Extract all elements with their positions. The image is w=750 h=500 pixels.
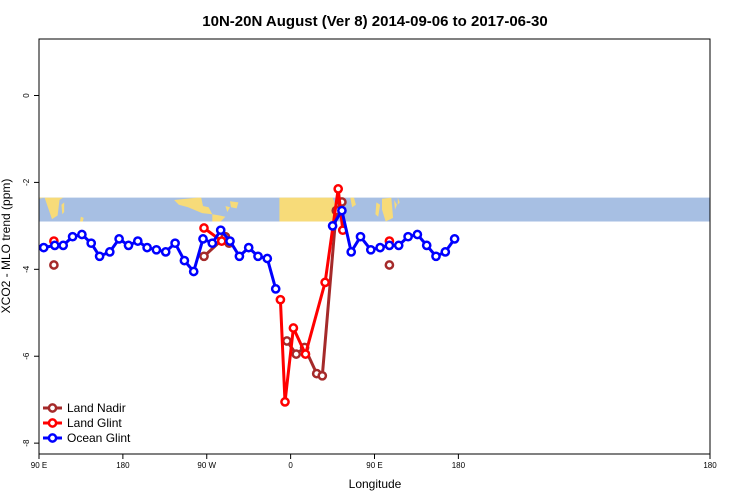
map-land-4 [212, 214, 226, 222]
data-point [365, 244, 376, 255]
data-point [337, 205, 347, 216]
map-land-9 [350, 197, 356, 208]
y-tick-label: -8 [22, 439, 31, 447]
map-land-11 [382, 197, 394, 222]
map-land-13 [397, 197, 400, 205]
data-point [77, 229, 87, 240]
y-tick-label: -2 [22, 178, 31, 186]
data-point [58, 240, 69, 251]
x-axis: 90 E 180 90 W 0 90 E 180 180 [31, 454, 717, 470]
map-land-1 [61, 202, 65, 215]
map-land-10 [375, 202, 381, 217]
data-point [67, 231, 78, 242]
x-tick-label: 180 [703, 461, 717, 470]
data-point [86, 238, 97, 249]
data-point [225, 236, 235, 246]
y-tick-label: -6 [22, 352, 31, 360]
y-axis-label: XCO2 - MLO trend (ppm) [0, 179, 13, 314]
data-point [38, 242, 49, 253]
plot-frame [38, 38, 711, 455]
data-point [421, 240, 432, 251]
plot-series [38, 184, 460, 407]
map-band [39, 197, 710, 222]
data-point [198, 234, 208, 244]
legend-swatch-marker [47, 433, 58, 443]
data-point [300, 349, 311, 359]
x-tick-label: 90 E [366, 461, 382, 470]
y-axis: 0 -2 -4 -6 -8 [22, 93, 39, 447]
data-point [170, 238, 180, 249]
data-point [243, 242, 254, 253]
data-point [123, 240, 134, 251]
data-point [333, 184, 344, 194]
map-land-8 [324, 209, 331, 217]
map-land-7 [279, 197, 338, 222]
series-ocean-glint [38, 205, 460, 294]
data-point [199, 251, 209, 262]
data-point [49, 260, 59, 270]
data-point [384, 260, 395, 270]
data-point [440, 247, 451, 257]
data-point [403, 231, 413, 242]
data-point [188, 266, 199, 277]
data-point [216, 236, 227, 246]
data-point [346, 247, 357, 257]
map-land-0 [39, 197, 64, 220]
data-point [270, 284, 281, 294]
data-point [151, 244, 162, 255]
data-point [355, 231, 366, 242]
legend-swatch-marker [47, 403, 58, 413]
data-point [384, 240, 395, 251]
data-point [449, 234, 460, 244]
data-point [104, 247, 115, 257]
data-point [215, 225, 226, 236]
map-land-6 [225, 206, 230, 212]
data-point [288, 323, 299, 333]
x-tick-label: 180 [116, 461, 130, 470]
data-point [280, 397, 290, 407]
data-point [207, 238, 218, 249]
data-point [375, 242, 385, 253]
data-point [320, 277, 330, 288]
y-tick-label: -4 [22, 265, 31, 273]
x-tick-label: 90 E [31, 461, 47, 470]
data-point [431, 251, 441, 262]
chart-title: 10N-20N August (Ver 8) 2014-09-06 to 201… [202, 13, 547, 30]
data-point [253, 251, 263, 262]
data-point [317, 370, 328, 381]
legend-entry-label: Land Glint [67, 416, 122, 430]
data-point [94, 251, 105, 262]
x-tick-label: 90 W [197, 461, 216, 470]
map-land-3 [174, 197, 213, 215]
x-axis-label: Longitude [349, 477, 402, 491]
data-point [327, 221, 338, 231]
legend-swatch-marker [47, 418, 58, 428]
x-tick-label: 0 [288, 461, 293, 470]
legend-entry-label: Ocean Glint [67, 431, 131, 445]
map-land-5 [230, 201, 239, 209]
map-land-12 [394, 200, 397, 210]
data-point [142, 242, 152, 253]
data-point [160, 247, 171, 257]
data-point [49, 240, 60, 251]
data-point [114, 234, 124, 244]
x-tick-label: 180 [452, 461, 466, 470]
data-point [199, 223, 209, 233]
data-point [275, 294, 286, 305]
series-land-glint [49, 184, 395, 407]
data-point [282, 336, 292, 346]
map-land-2 [80, 216, 84, 222]
data-point [393, 240, 404, 251]
map-ocean [39, 197, 710, 222]
data-point [132, 236, 143, 246]
legend-entry-label: Land Nadir [67, 401, 126, 415]
data-point [412, 229, 423, 240]
data-point [179, 255, 190, 266]
data-point [291, 349, 302, 359]
y-tick-label: 0 [22, 93, 31, 98]
data-point [262, 253, 273, 264]
data-point [234, 251, 245, 262]
